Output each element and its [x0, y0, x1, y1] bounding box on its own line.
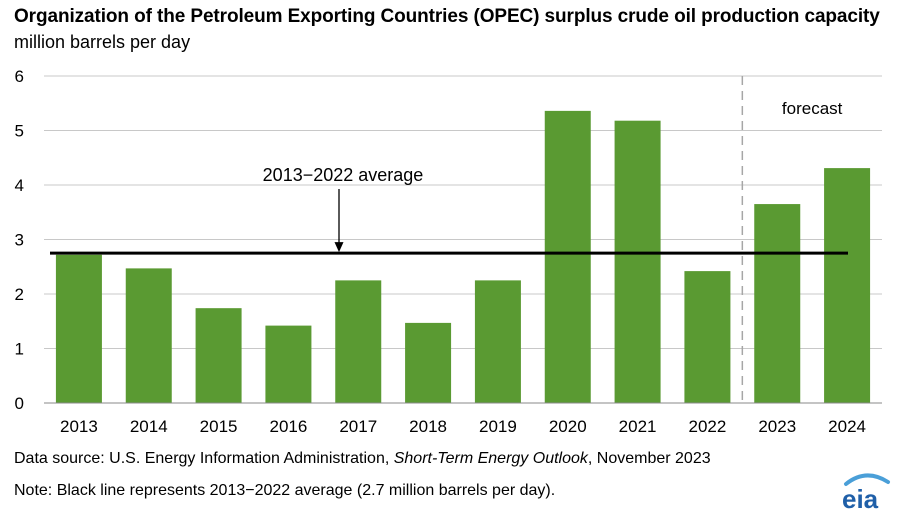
y-tick-label: 2 [15, 285, 24, 304]
x-tick-label: 2021 [619, 417, 657, 436]
x-tick-label: 2020 [549, 417, 587, 436]
forecast-label: forecast [782, 99, 843, 118]
y-tick-label: 5 [15, 122, 24, 141]
source-prefix: Data source: U.S. Energy Information Adm… [14, 450, 394, 467]
bar [824, 168, 871, 403]
bars [55, 110, 871, 403]
bar [405, 322, 452, 403]
bar [544, 110, 591, 403]
footnote: Note: Black line represents 2013−2022 av… [14, 482, 556, 499]
bar-chart: 0 1 2 3 4 5 6 2013 2014 2015 2016 2017 2018 2019 2020… [15, 67, 882, 436]
x-tick-label: 2019 [479, 417, 517, 436]
data-source-note: Data source: U.S. Energy Information Adm… [14, 450, 711, 468]
y-tick-label: 0 [15, 394, 24, 413]
x-tick-label: 2024 [828, 417, 866, 436]
logo-text: eia [842, 484, 879, 512]
bar [55, 254, 102, 403]
y-tick-label: 4 [15, 176, 24, 195]
bar [335, 280, 382, 403]
source-publication: Short-Term Energy Outlook [393, 450, 588, 467]
y-tick-label: 6 [15, 67, 24, 86]
bar [754, 204, 801, 403]
y-tick-label: 1 [15, 340, 24, 359]
eia-logo: eia [842, 473, 890, 512]
x-tick-label: 2015 [200, 417, 238, 436]
bar [684, 271, 731, 403]
logo-arc-icon [844, 473, 890, 486]
bar [125, 268, 172, 403]
bar [614, 120, 661, 403]
bar [195, 308, 242, 403]
x-axis-ticks: 2013 2014 2015 2016 2017 2018 2019 2020 2021 2022… [60, 417, 866, 436]
y-axis-unit-label: million barrels per day [14, 32, 191, 52]
y-axis-ticks: 0 1 2 3 4 5 6 [15, 67, 24, 413]
x-tick-label: 2016 [270, 417, 308, 436]
average-arrow-head [334, 242, 344, 253]
average-label: 2013−2022 average [263, 165, 424, 185]
source-suffix: , November 2023 [587, 450, 711, 467]
x-tick-label: 2014 [130, 417, 168, 436]
y-tick-label: 3 [15, 231, 24, 250]
x-tick-label: 2013 [60, 417, 98, 436]
x-tick-label: 2022 [689, 417, 727, 436]
chart-title: Organization of the Petroleum Exporting … [14, 6, 880, 27]
x-tick-label: 2017 [339, 417, 377, 436]
x-tick-label: 2023 [758, 417, 796, 436]
x-tick-label: 2018 [409, 417, 447, 436]
bar [265, 325, 312, 403]
bar [474, 280, 521, 403]
